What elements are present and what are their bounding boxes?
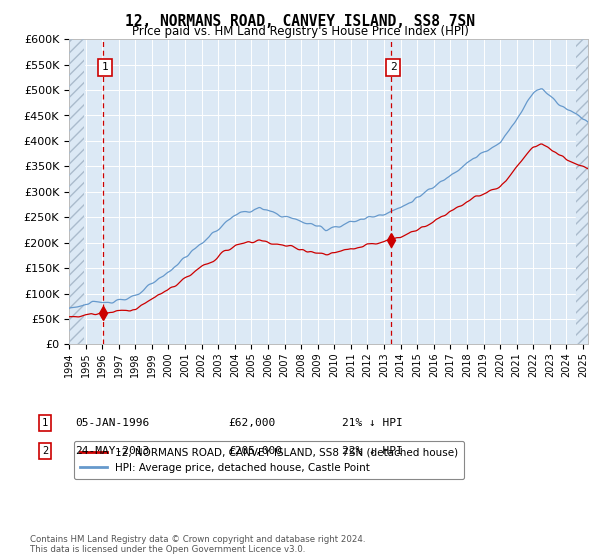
Text: 24-MAY-2013: 24-MAY-2013 <box>75 446 149 456</box>
Text: 12, NORMANS ROAD, CANVEY ISLAND, SS8 7SN: 12, NORMANS ROAD, CANVEY ISLAND, SS8 7SN <box>125 14 475 29</box>
Text: £205,000: £205,000 <box>228 446 282 456</box>
Text: 2: 2 <box>389 62 397 72</box>
Text: 21% ↓ HPI: 21% ↓ HPI <box>342 418 403 428</box>
Text: 2: 2 <box>42 446 48 456</box>
Bar <box>69 39 84 344</box>
Legend: 12, NORMANS ROAD, CANVEY ISLAND, SS8 7SN (detached house), HPI: Average price, d: 12, NORMANS ROAD, CANVEY ISLAND, SS8 7SN… <box>74 441 464 479</box>
Text: Price paid vs. HM Land Registry's House Price Index (HPI): Price paid vs. HM Land Registry's House … <box>131 25 469 38</box>
Text: 22% ↓ HPI: 22% ↓ HPI <box>342 446 403 456</box>
Text: 1: 1 <box>42 418 48 428</box>
Text: 05-JAN-1996: 05-JAN-1996 <box>75 418 149 428</box>
Bar <box>577 39 588 344</box>
Bar <box>69 39 84 344</box>
Text: Contains HM Land Registry data © Crown copyright and database right 2024.
This d: Contains HM Land Registry data © Crown c… <box>30 535 365 554</box>
Text: 1: 1 <box>102 62 109 72</box>
Bar <box>577 39 588 344</box>
Text: £62,000: £62,000 <box>228 418 275 428</box>
